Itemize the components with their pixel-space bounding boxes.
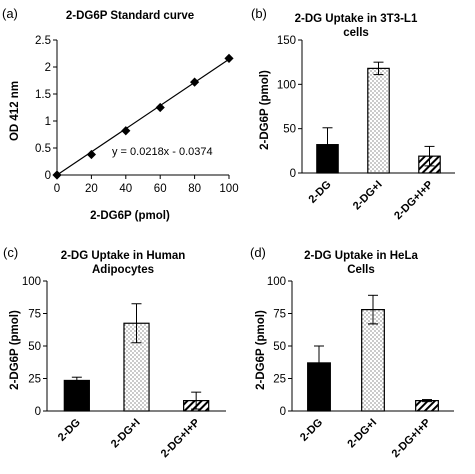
panel-3: (c) 2-DG Uptake in Human Adipocytes 0 25 50 75… [3,245,226,460]
chart-title: cells [343,27,369,39]
x-tick-label: 0 [54,183,60,195]
chart-title: 2-DG Uptake in Human [61,250,186,262]
y-tick-label: 2 [45,62,51,74]
category-label: 2-DG+I [109,417,143,451]
trendline-equation: y = 0.0218x - 0.0374 [112,146,213,158]
y-tick-label: 100 [22,276,41,288]
category-label: 2-DG+I+P [159,417,203,461]
y-tick-label: 25 [28,374,41,386]
bar [415,400,439,412]
panel-4: (d) 2-DG Uptake in HeLa Cells 0 25 50 75 100 2-D… [250,245,454,460]
y-tick-label: 2.5 [35,35,51,47]
y-tick-label: 50 [283,124,296,136]
y-tick-label: 0 [290,168,296,180]
y-axis-label: 2-DG6P (pmol) [259,70,271,150]
y-tick-label: 1.5 [35,89,51,101]
x-tick-label: 100 [219,183,238,195]
y-axis-label: 2-DG6P (pmol) [255,310,267,390]
bar [367,67,390,174]
y-axis-label: 2-DG6P (pmol) [9,310,21,390]
y-tick-label: 1 [45,116,51,128]
data-point [86,149,96,160]
panel-2: (b) 2-DG Uptake in 3T3-L1 cells 0 50 100 150 2-… [251,6,455,222]
x-tick-label: 80 [188,183,201,195]
y-tick-label: 25 [273,374,286,386]
y-tick-label: 100 [267,276,286,288]
y-tick-label: 0 [35,406,41,418]
trendline [56,58,230,176]
x-axis-label: 2-DG6P (pmol) [90,210,170,222]
chart-title: 2-DG Uptake in 3T3-L1 [295,13,418,25]
chart-title: Cells [347,264,375,276]
panel-letter: (d) [250,245,266,260]
category-label: 2-DG [56,417,83,444]
y-tick-label: 50 [28,341,41,353]
chart-title: 2-DG Uptake in HeLa [304,250,418,262]
y-axis-label: OD 412 nm [9,81,21,141]
category-label: 2-DG+I+P [390,417,434,461]
category-label: 2-DG+I [351,179,385,213]
y-tick-label: 50 [273,341,286,353]
category-label: 2-DG [298,417,325,444]
y-tick-label: 0.5 [35,143,51,155]
y-tick-label: 150 [277,35,296,47]
panel-1: (a) 2-DG6P Standard curve 0 0.5 1 1.5 2 2.5 OD 4… [2,6,239,222]
bar [63,379,90,412]
chart-title: 2-DG6P Standard curve [66,10,194,22]
bar [361,309,385,412]
category-label: 2-DG+I+P [392,179,436,223]
category-label: 2-DG+I [345,417,379,451]
category-label: 2-DG [307,179,334,206]
panel-letter: (a) [2,6,18,21]
y-tick-label: 75 [28,309,41,321]
y-tick-label: 0 [280,406,286,418]
y-tick-label: 0 [45,170,51,182]
x-tick-label: 40 [119,183,132,195]
x-tick-label: 60 [154,183,167,195]
x-tick-label: 20 [85,183,98,195]
y-tick-label: 75 [273,309,286,321]
panel-letter: (c) [3,245,18,260]
data-point [190,77,200,87]
data-point [52,170,62,180]
chart-title: Adipocytes [92,264,154,276]
data-point [121,126,131,136]
data-point [224,53,234,63]
y-tick-label: 100 [277,79,296,91]
panel-letter: (b) [251,6,267,21]
data-point [155,102,165,113]
